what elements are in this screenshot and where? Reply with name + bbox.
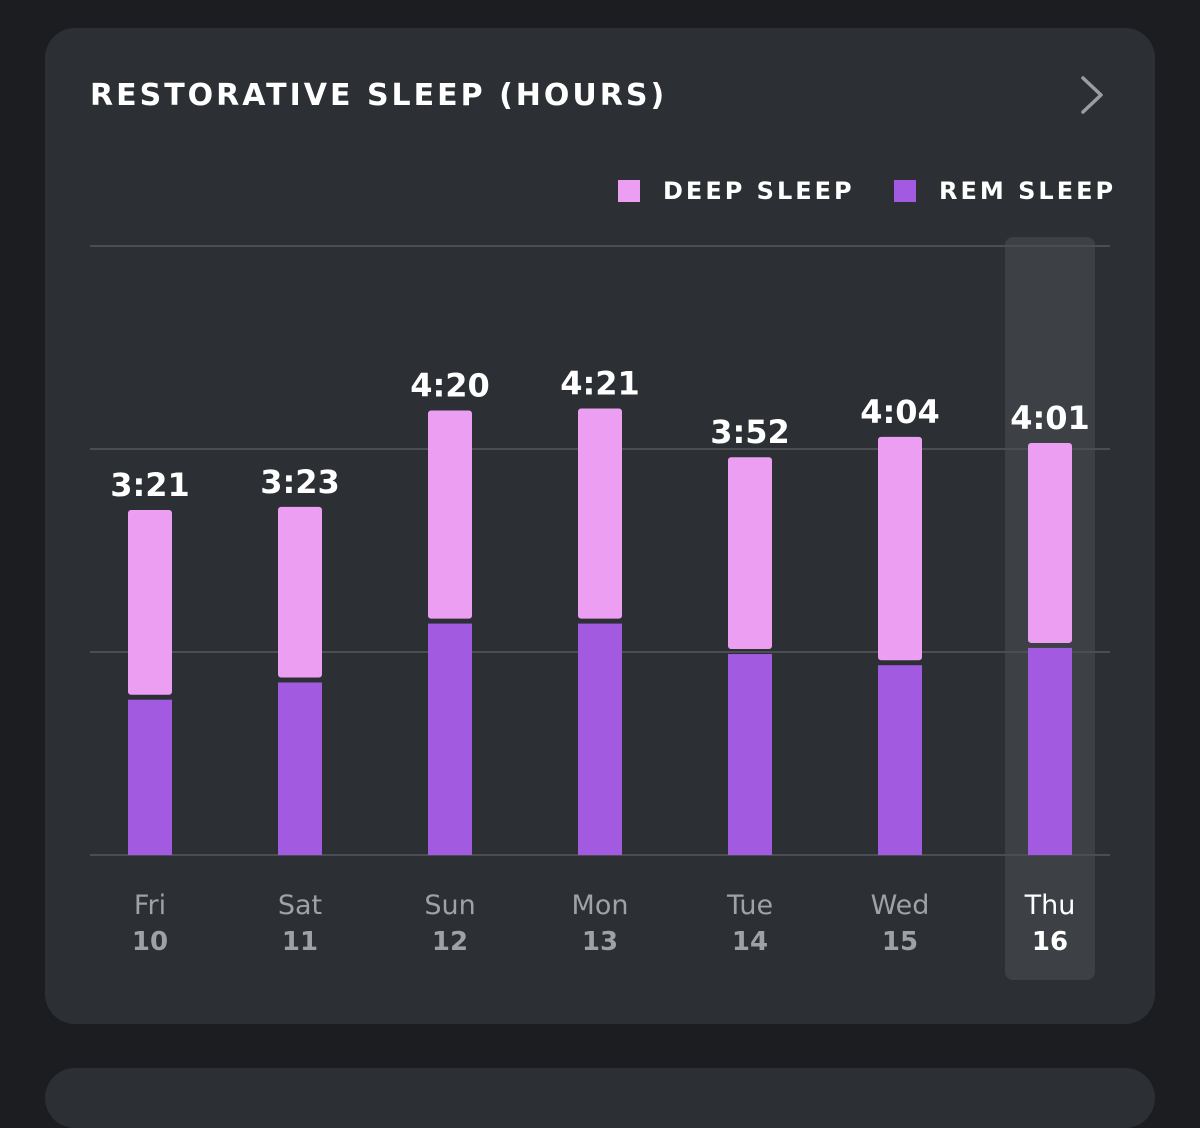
chevron-right-icon[interactable] xyxy=(1073,72,1109,118)
x-tick-day-name: Thu xyxy=(1024,890,1076,921)
bar-deep-segment xyxy=(278,506,322,678)
x-tick-day-number: 13 xyxy=(582,927,618,957)
x-tick-day-name: Mon xyxy=(572,890,629,921)
x-tick-day-number: 11 xyxy=(282,927,318,957)
x-tick-day-number: 15 xyxy=(882,927,918,957)
bar-total-label: 4:04 xyxy=(860,393,940,431)
bar-total-label: 4:21 xyxy=(560,364,640,402)
rem-sleep-label: REM SLEEP xyxy=(939,177,1117,205)
x-tick-day-number: 14 xyxy=(732,927,768,957)
bar-deep-segment xyxy=(728,457,772,650)
bar-rem-segment xyxy=(128,699,172,855)
bar-total-label: 3:52 xyxy=(710,413,790,451)
bar-deep-segment xyxy=(878,436,922,661)
legend-deep-sleep: DEEP SLEEP xyxy=(618,174,855,208)
bar-total-label: 3:23 xyxy=(260,463,340,501)
card-title: RESTORATIVE SLEEP (HOURS) xyxy=(90,78,668,113)
bar-rem-segment xyxy=(278,682,322,855)
bar-total-label: 4:20 xyxy=(410,367,490,405)
bar-rem-segment xyxy=(578,623,622,855)
x-tick-day-name: Sat xyxy=(278,890,322,921)
bar-deep-segment xyxy=(1028,442,1072,643)
x-tick-day-name: Sun xyxy=(424,890,475,921)
x-tick-day-number: 16 xyxy=(1032,927,1068,957)
rem-sleep-swatch xyxy=(894,180,916,202)
bar-deep-segment xyxy=(428,410,472,619)
x-tick-day-name: Fri xyxy=(134,890,166,921)
bar-rem-segment xyxy=(728,654,772,855)
bar-total-label: 4:01 xyxy=(1010,399,1090,437)
legend-rem-sleep: REM SLEEP xyxy=(894,174,1116,208)
bar-rem-segment xyxy=(428,623,472,855)
x-tick-day-number: 10 xyxy=(132,927,168,957)
x-tick-day-name: Tue xyxy=(726,890,773,921)
next-card xyxy=(45,1068,1155,1128)
deep-sleep-swatch xyxy=(618,180,640,202)
bar-total-label: 3:21 xyxy=(110,466,190,504)
x-tick-day-name: Wed xyxy=(871,890,930,921)
bar-deep-segment xyxy=(128,509,172,695)
x-tick-day-number: 12 xyxy=(432,927,468,957)
bar-rem-segment xyxy=(878,665,922,855)
bar-rem-segment xyxy=(1028,647,1072,855)
deep-sleep-label: DEEP SLEEP xyxy=(663,177,855,205)
sleep-bar-chart: 3:21 Fri 10 3:23 Sat 11 4:20 Sun 12 4:21 Mon 13 3:52… xyxy=(90,237,1110,980)
bar-deep-segment xyxy=(578,408,622,619)
